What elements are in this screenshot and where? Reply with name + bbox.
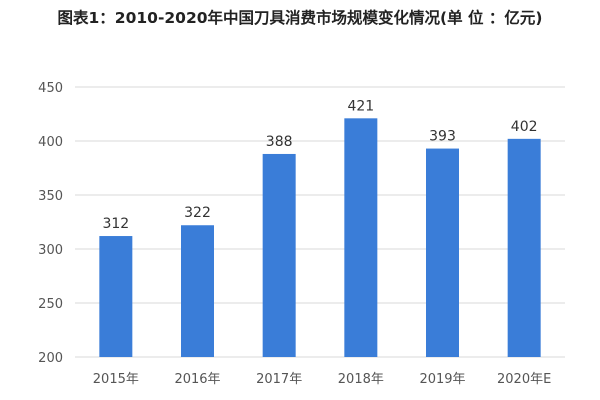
x-tick-label: 2020年E [497,372,551,387]
y-tick-label: 400 [38,135,63,150]
x-tick-label: 2017年 [256,372,302,387]
bar [344,118,378,357]
grid-lines [75,86,565,358]
x-tick-label: 2016年 [174,372,220,387]
chart-title: 图表1：2010-2020年中国刀具消费市场规模变化情况(单 位 ：亿元) [57,9,543,27]
y-axis-ticks: 200 250 300 350 400 450 [38,81,63,366]
bars [99,118,541,357]
bar [262,153,296,357]
data-label: 322 [184,205,211,221]
y-tick-label: 450 [38,81,63,96]
y-tick-label: 250 [38,297,63,312]
y-tick-label: 350 [38,189,63,204]
x-axis-ticks: 2015年 2016年 2017年 2018年 2019年 2020年E [93,372,552,387]
data-label: 312 [102,216,129,232]
bar [181,225,214,357]
y-tick-label: 200 [38,351,63,366]
y-tick-label: 300 [38,243,63,258]
x-tick-label: 2018年 [338,372,384,387]
data-labels: 312 322 388 421 393 402 [102,98,537,232]
data-label: 402 [511,119,538,135]
x-tick-label: 2019年 [419,372,465,387]
data-label: 388 [266,134,293,150]
bar [426,148,459,357]
bar [99,236,133,357]
bar [507,138,541,357]
x-tick-label: 2015年 [93,372,139,387]
data-label: 393 [429,129,456,145]
data-label: 421 [347,98,374,114]
